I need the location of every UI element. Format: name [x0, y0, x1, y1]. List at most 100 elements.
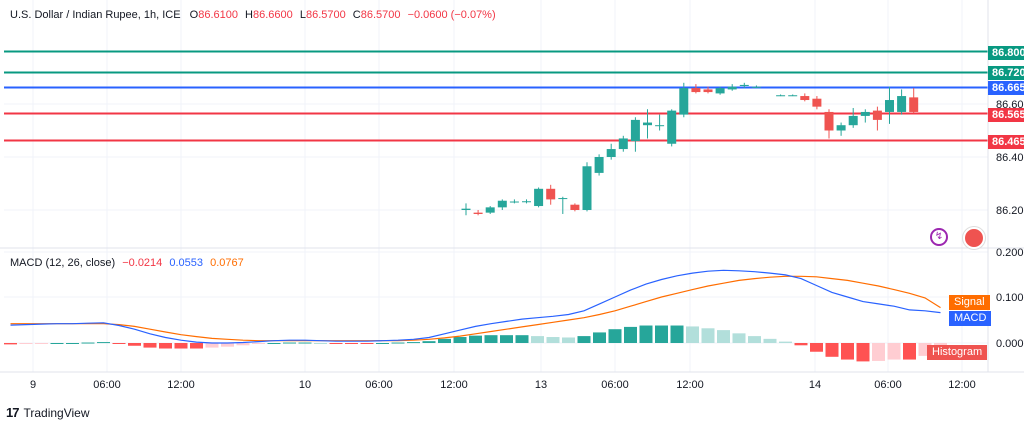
histogram-bar: [376, 343, 389, 344]
histogram-bar: [128, 343, 141, 346]
histogram-bar: [81, 342, 95, 344]
grid: [4, 0, 988, 372]
histogram-bar: [221, 343, 234, 347]
level-badge-86665: 86.665: [988, 81, 1024, 95]
x-tick-label: 9: [30, 379, 36, 391]
histogram-bar: [546, 337, 560, 343]
candle-body: [739, 84, 749, 86]
histogram-bar: [50, 343, 64, 344]
macd-tick-label: 0.00000: [996, 338, 1024, 350]
histogram-bar: [639, 325, 653, 343]
candle-body: [812, 98, 822, 107]
candle-body: [824, 111, 834, 131]
histogram-bar: [391, 342, 405, 344]
histogram-bar: [562, 337, 575, 343]
histogram-bar: [422, 341, 436, 343]
histogram-bar: [438, 338, 451, 343]
x-tick-label: 06:00: [365, 379, 393, 391]
histogram-bar: [4, 343, 17, 345]
ohlc-high: 86.6600: [253, 9, 293, 21]
chart-legend-header: U.S. Dollar / Indian Rupee, 1h, ICE O86.…: [10, 9, 496, 21]
x-tick-label: 06:00: [874, 379, 902, 391]
histogram-bar: [686, 326, 699, 343]
candle-body: [558, 198, 568, 200]
histogram-bar: [97, 342, 110, 344]
candle-body: [473, 212, 483, 214]
histogram-bar: [453, 337, 467, 343]
histogram-bar: [143, 343, 157, 348]
footer: 17 TradingView: [6, 405, 90, 420]
candle-body: [788, 95, 798, 97]
histogram-bar: [763, 338, 777, 343]
level-badge-86565: 86.565: [988, 108, 1024, 122]
candle-body: [776, 95, 786, 97]
ohlc-open: 86.6100: [198, 9, 238, 21]
histogram-bar: [19, 343, 33, 344]
histogram-bar: [205, 343, 219, 348]
candle-body: [679, 88, 689, 115]
histogram-bar: [236, 343, 250, 346]
candle-body: [522, 201, 531, 203]
candle-body: [715, 88, 725, 94]
candle-body: [872, 110, 882, 120]
candle-body: [667, 110, 677, 144]
x-tick-label: 10: [299, 379, 311, 391]
histogram-bar: [66, 343, 79, 344]
histogram-bar: [825, 343, 839, 357]
histogram-bar: [903, 343, 916, 360]
ohlc-change: −0.0600 (−0.07%): [407, 9, 496, 21]
histogram-bar: [670, 325, 684, 343]
candle-body: [582, 166, 592, 210]
histogram-bar: [298, 342, 312, 344]
histogram-bar: [701, 328, 715, 343]
tradingview-logo-icon: 17: [6, 405, 20, 420]
horizontal-levels: [4, 50, 988, 142]
price-tick-label: 86.200: [996, 205, 1024, 217]
histogram-bar: [252, 343, 265, 344]
histogram-bar: [655, 325, 668, 343]
candle-body: [485, 207, 495, 213]
candle-body: [630, 119, 640, 142]
level-badge-86800: 86.800: [988, 46, 1024, 60]
macd-histogram-value: −0.0214: [122, 257, 163, 269]
macd-legend-header: MACD (12, 26, close) −0.0214 0.0553 0.07…: [10, 257, 244, 269]
histogram-bar: [624, 326, 637, 343]
histogram-bar: [174, 343, 188, 349]
histogram-bar: [608, 329, 622, 343]
candle-body: [606, 149, 616, 157]
histogram-bar: [515, 335, 529, 343]
x-tick-label: 12:00: [948, 379, 976, 391]
x-tick-label: 06:00: [601, 379, 629, 391]
candle-body: [751, 86, 761, 88]
candle-body: [655, 125, 665, 127]
x-tick-label: 06:00: [93, 379, 121, 391]
candle-body: [885, 100, 894, 112]
histogram-bar: [283, 342, 296, 344]
histogram-bar: [794, 343, 808, 346]
x-tick-label: 14: [809, 379, 821, 391]
histogram-bar: [469, 335, 482, 343]
histogram-bar: [314, 343, 327, 344]
histogram-label: Histogram: [927, 345, 988, 360]
histogram-bar: [577, 336, 591, 343]
histogram-bar: [717, 330, 730, 343]
candle-body: [897, 96, 907, 112]
histogram-bar: [407, 342, 420, 344]
ohlc-close: 86.5700: [360, 9, 401, 21]
macd-tick-label: 0.10000: [996, 292, 1024, 304]
macd-label: MACD: [949, 311, 992, 326]
flash-event-icon[interactable]: ↯: [930, 228, 948, 246]
us-flag-event-icon[interactable]: [963, 227, 985, 249]
histogram-bar: [35, 343, 48, 344]
candle-body: [860, 111, 870, 116]
x-tick-label: 12:00: [167, 379, 195, 391]
candle-body: [461, 208, 471, 210]
x-tick-label: 13: [535, 379, 547, 391]
macd-signal-value: 0.0767: [210, 257, 244, 269]
candle-body: [836, 125, 846, 131]
level-badge-86465: 86.465: [988, 135, 1024, 149]
x-tick-label: 12:00: [440, 379, 468, 391]
candle-body: [509, 201, 519, 203]
candle-body: [594, 157, 604, 173]
